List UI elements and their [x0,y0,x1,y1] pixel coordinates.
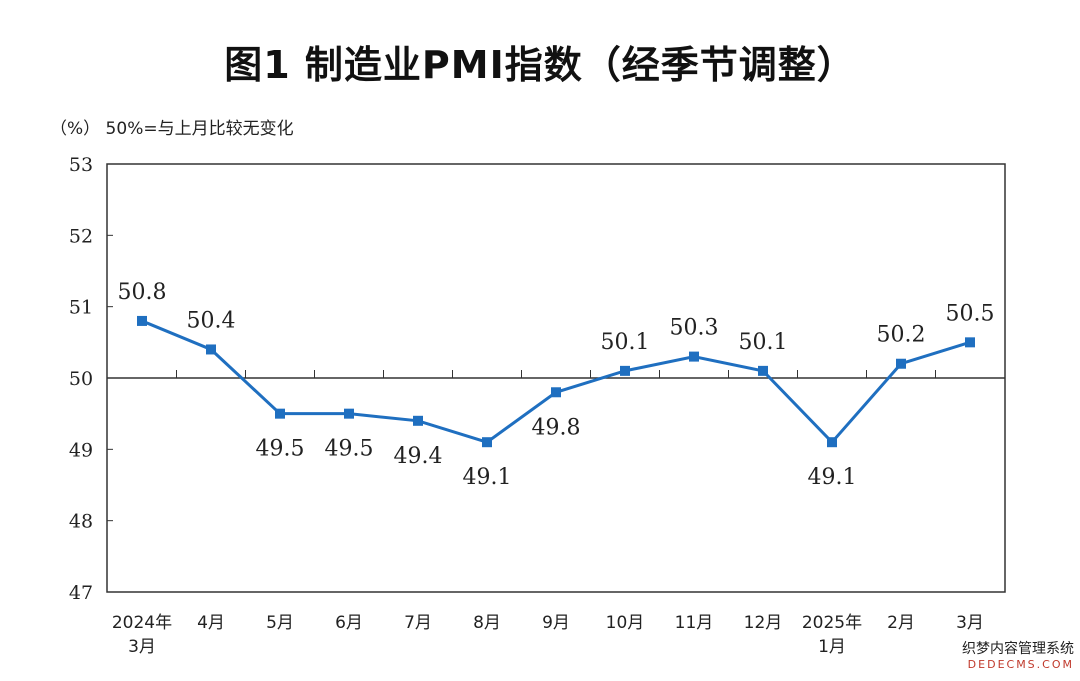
x-tick-label: 11月 [675,613,714,633]
data-point [620,365,630,376]
data-point [275,408,285,419]
x-tick-label: 8月 [473,613,501,633]
data-point [482,437,492,448]
x-tick-label: 12月 [744,613,783,633]
y-tick-label: 47 [69,582,93,604]
y-tick-label: 49 [69,439,93,461]
data-point [896,358,906,369]
data-point [551,387,561,398]
y-tick-label: 50 [69,368,93,390]
data-point [137,315,147,326]
x-tick-label: 1月 [818,637,846,657]
data-label: 50.1 [739,330,788,355]
watermark-line2: DEDECMS.COM [967,658,1074,671]
data-label: 50.4 [187,308,236,333]
y-tick-label: 53 [69,154,93,176]
data-point [827,437,837,448]
x-tick-label: 5月 [266,613,294,633]
x-tick-label: 6月 [335,613,363,633]
x-tick-label: 3月 [128,637,156,657]
data-label: 49.5 [256,437,305,462]
x-tick-label: 3月 [956,613,984,633]
y-tick-label: 48 [69,511,93,533]
data-label: 50.5 [946,301,995,326]
x-tick-label: 2024年 [112,613,172,633]
x-tick-label: 4月 [197,613,225,633]
data-point [206,344,216,355]
x-tick-label: 2025年 [802,613,862,633]
y-tick-label: 51 [69,297,93,319]
data-label: 49.4 [394,444,443,469]
watermark: 织梦内容管理系统 DEDECMS.COM [962,638,1074,671]
data-label: 49.1 [463,465,512,490]
data-point [344,408,354,419]
x-tick-label: 9月 [542,613,570,633]
series-markers [137,315,975,448]
data-point [413,415,423,426]
data-label: 49.8 [532,415,581,440]
data-point [689,351,699,362]
data-labels: 50.8 50.4 49.5 49.5 49.4 49.1 49.8 50.1 50.3 50.1… [118,280,995,490]
data-label: 49.1 [808,465,857,490]
data-label: 49.5 [325,437,374,462]
x-tick-label: 10月 [606,613,645,633]
data-point [965,337,975,348]
y-tick-label: 52 [69,225,93,247]
x-tick-label: 2月 [887,613,915,633]
data-label: 50.8 [118,280,167,305]
data-label: 50.3 [670,316,719,341]
watermark-line1: 织梦内容管理系统 [962,641,1074,657]
y-axis: 47 48 49 50 51 52 53 [69,154,113,604]
data-point [758,365,768,376]
data-label: 50.1 [601,330,650,355]
x-tick-label: 7月 [404,613,432,633]
data-label: 50.2 [877,323,926,348]
x-axis: 2024年 3月 4月 5月 6月 7月 8月 9月 10月 11月 12月 2025年 1月 2月 3月 [112,370,984,657]
chart-title: 图1 制造业PMI指数（经季节调整） [224,43,856,87]
unit-note: （%） 50%=与上月比较无变化 [50,119,294,139]
